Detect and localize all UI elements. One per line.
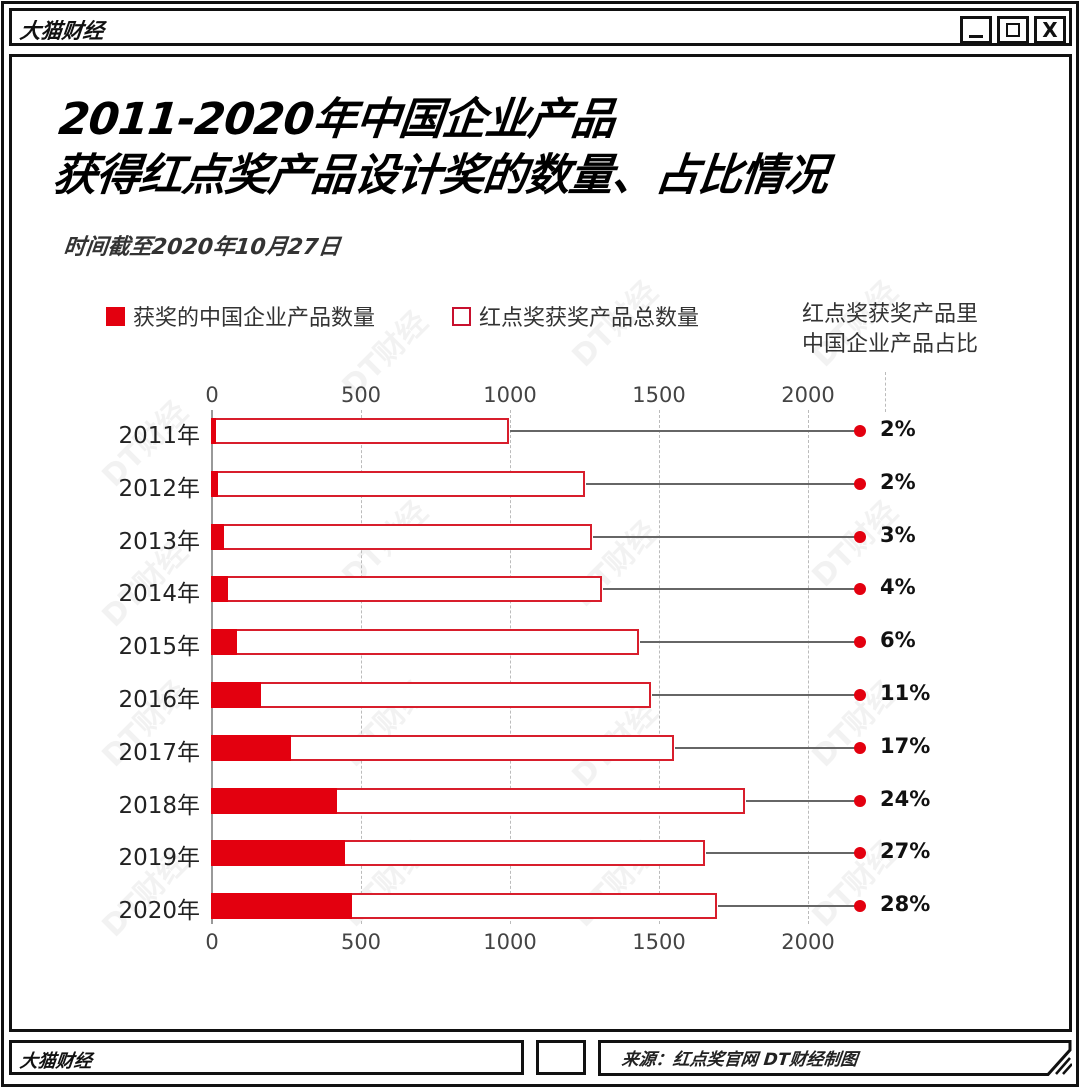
leader-line [639, 641, 860, 644]
share-dot-icon [854, 900, 866, 913]
bar-chinese-awards [211, 523, 224, 550]
year-label: 2015年 [118, 634, 200, 661]
legend-label: 红点奖获奖产品里 [801, 302, 978, 327]
x-tick-top: 1500 [632, 383, 686, 407]
content-panel [9, 54, 1072, 1032]
minimize-icon [969, 34, 983, 38]
share-dot-icon [854, 636, 866, 649]
year-label: 2016年 [118, 687, 200, 713]
watermark-text: DT财经 [565, 274, 665, 375]
year-label: 2014年 [118, 581, 200, 608]
bar-total-awards [211, 470, 585, 497]
year-label: 2017年 [118, 739, 200, 766]
gridline [659, 410, 660, 924]
year-label: 2011年 [118, 423, 200, 449]
leader-line [706, 852, 860, 855]
share-dot-icon [854, 794, 866, 807]
share-value: 28% [880, 892, 931, 917]
x-tick-bottom: 500 [340, 930, 382, 954]
x-tick-bottom: 1000 [483, 930, 537, 954]
legend-label: 中国企业产品占比 [801, 332, 978, 357]
x-tick-top: 2000 [781, 383, 835, 407]
footer-spacer-box [536, 1040, 586, 1075]
legend-label: 红点奖获奖产品总数量 [479, 306, 700, 331]
leader-line [585, 482, 860, 485]
year-label: 2018年 [118, 792, 200, 819]
bar-chinese-awards [211, 682, 262, 708]
share-dot-icon [854, 583, 866, 596]
bar-chinese-awards [211, 893, 352, 920]
share-value: 4% [880, 575, 916, 600]
maximize-icon [1006, 23, 1020, 37]
slanted-frame-icon [598, 1040, 1072, 1076]
footer-source: 来源：红点奖官网 DT财经制图 [620, 1050, 859, 1070]
share-value: 24% [880, 786, 931, 811]
bar-total-awards [211, 418, 509, 444]
share-value: 2% [880, 417, 916, 441]
share-value: 17% [880, 733, 931, 758]
share-dot-icon [854, 477, 866, 490]
close-icon: X [1042, 18, 1058, 42]
leader-line [746, 799, 860, 802]
share-value: 11% [880, 681, 931, 705]
legend-label: 获奖的中国企业产品数量 [133, 306, 376, 331]
y-axis-line [211, 410, 213, 924]
x-tick-top: 1000 [483, 383, 537, 407]
share-gridline [885, 372, 886, 412]
share-dot-icon [854, 530, 866, 543]
bar-chinese-awards [211, 840, 346, 867]
bar-chinese-awards [211, 418, 217, 444]
x-tick-top: 0 [205, 383, 219, 407]
minimize-button[interactable] [960, 16, 992, 44]
bar-chinese-awards [211, 470, 218, 497]
gridline [361, 410, 362, 924]
close-button[interactable]: X [1034, 16, 1066, 44]
gridline [510, 410, 511, 924]
leader-line [602, 588, 860, 591]
leader-line [652, 694, 860, 696]
gridline [808, 410, 809, 924]
bar-chinese-awards [211, 734, 291, 761]
footer-brand-box: 大猫财经 [9, 1040, 524, 1075]
share-dot-icon [854, 847, 866, 860]
legend-item-share: 红点奖获奖产品里 中国企业产品占比 [774, 300, 978, 360]
leader-line [592, 535, 860, 538]
hollow-square-icon [452, 306, 471, 326]
title-bar: 大猫财经 X [9, 8, 1072, 46]
x-tick-bottom: 1500 [632, 930, 686, 954]
year-label: 2012年 [118, 475, 200, 502]
leader-line [675, 746, 860, 749]
bar-total-awards [211, 523, 592, 550]
leader-line [510, 430, 860, 432]
share-dot-icon [854, 425, 866, 437]
x-tick-bottom: 0 [205, 930, 219, 954]
year-label: 2013年 [118, 528, 200, 555]
share-value: 6% [880, 628, 916, 653]
leader-line [718, 905, 860, 908]
bar-chinese-awards [211, 629, 237, 656]
legend-item-total: 红点奖获奖产品总数量 [452, 300, 699, 332]
share-dot-icon [854, 741, 866, 754]
share-value: 3% [880, 522, 916, 547]
maximize-button[interactable] [997, 16, 1029, 44]
bar-chinese-awards [211, 576, 228, 603]
x-tick-top: 500 [340, 383, 382, 407]
share-value: 27% [880, 839, 931, 864]
x-tick-bottom: 2000 [781, 930, 835, 954]
footer-brand: 大猫财经 [18, 1051, 93, 1072]
legend-item-cn: 获奖的中国企业产品数量 [106, 300, 375, 332]
bar-chinese-awards [211, 787, 338, 814]
bar-total-awards [211, 629, 639, 656]
year-label: 2019年 [118, 845, 200, 872]
filled-square-icon [106, 306, 125, 326]
share-value: 2% [880, 469, 916, 494]
watermark-text: DT财经 [805, 274, 905, 375]
share-dot-icon [854, 689, 866, 701]
year-label: 2020年 [118, 898, 200, 925]
bar-total-awards [211, 682, 652, 708]
footer-source-box: 来源：红点奖官网 DT财经制图 [598, 1040, 1072, 1076]
bar-total-awards [211, 576, 602, 603]
